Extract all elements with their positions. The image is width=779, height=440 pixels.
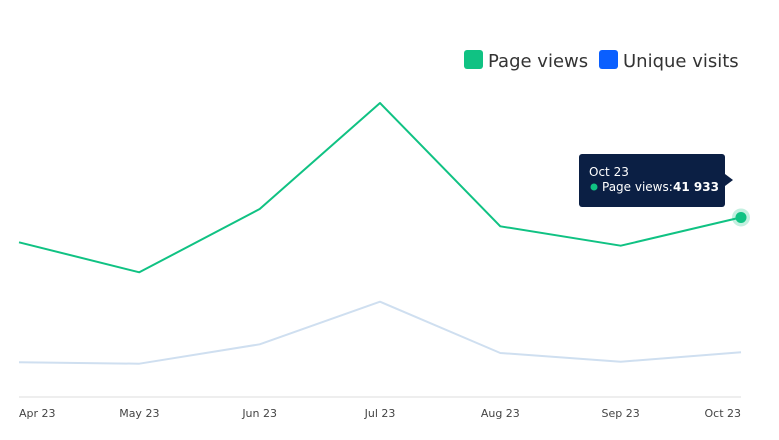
legend-item-unique-visits[interactable]: Unique visits: [599, 50, 739, 72]
tooltip-value: 41 933: [673, 180, 719, 194]
tooltip-title: Oct 23: [589, 165, 629, 179]
hover-marker: [732, 208, 750, 227]
legend-swatch-page-views: [464, 50, 483, 69]
x-tick-label: Oct 23: [704, 407, 741, 420]
tooltip-series-dot: [590, 183, 598, 191]
tooltip-pointer: [725, 174, 733, 186]
x-tick-label: Jun 23: [241, 407, 277, 420]
series-line-unique-visits[interactable]: [18, 300, 742, 365]
tooltip-box: [579, 154, 725, 207]
hover-point[interactable]: [735, 211, 747, 223]
tooltip-series-label: Page views:: [602, 180, 673, 194]
tooltip: Oct 23 Page views: 41 933: [579, 154, 733, 207]
x-tick-label: Jul 23: [364, 407, 396, 420]
legend-item-page-views[interactable]: Page views: [464, 50, 588, 72]
x-tick-label: Aug 23: [481, 407, 520, 420]
x-tick-label: May 23: [119, 407, 159, 420]
series-layer: [18, 102, 742, 365]
x-tick-label: Apr 23: [19, 407, 56, 420]
legend-swatch-unique-visits: [599, 50, 618, 69]
series-line-page-views[interactable]: [18, 102, 742, 274]
legend: Page views Unique visits: [464, 50, 739, 72]
legend-label-page-views: Page views: [488, 51, 588, 72]
x-axis-ticks: Apr 23 May 23 Jun 23 Jul 23 Aug 23 Sep 23 Oct …: [19, 407, 741, 420]
legend-label-unique-visits: Unique visits: [623, 51, 739, 72]
x-tick-label: Sep 23: [602, 407, 640, 420]
